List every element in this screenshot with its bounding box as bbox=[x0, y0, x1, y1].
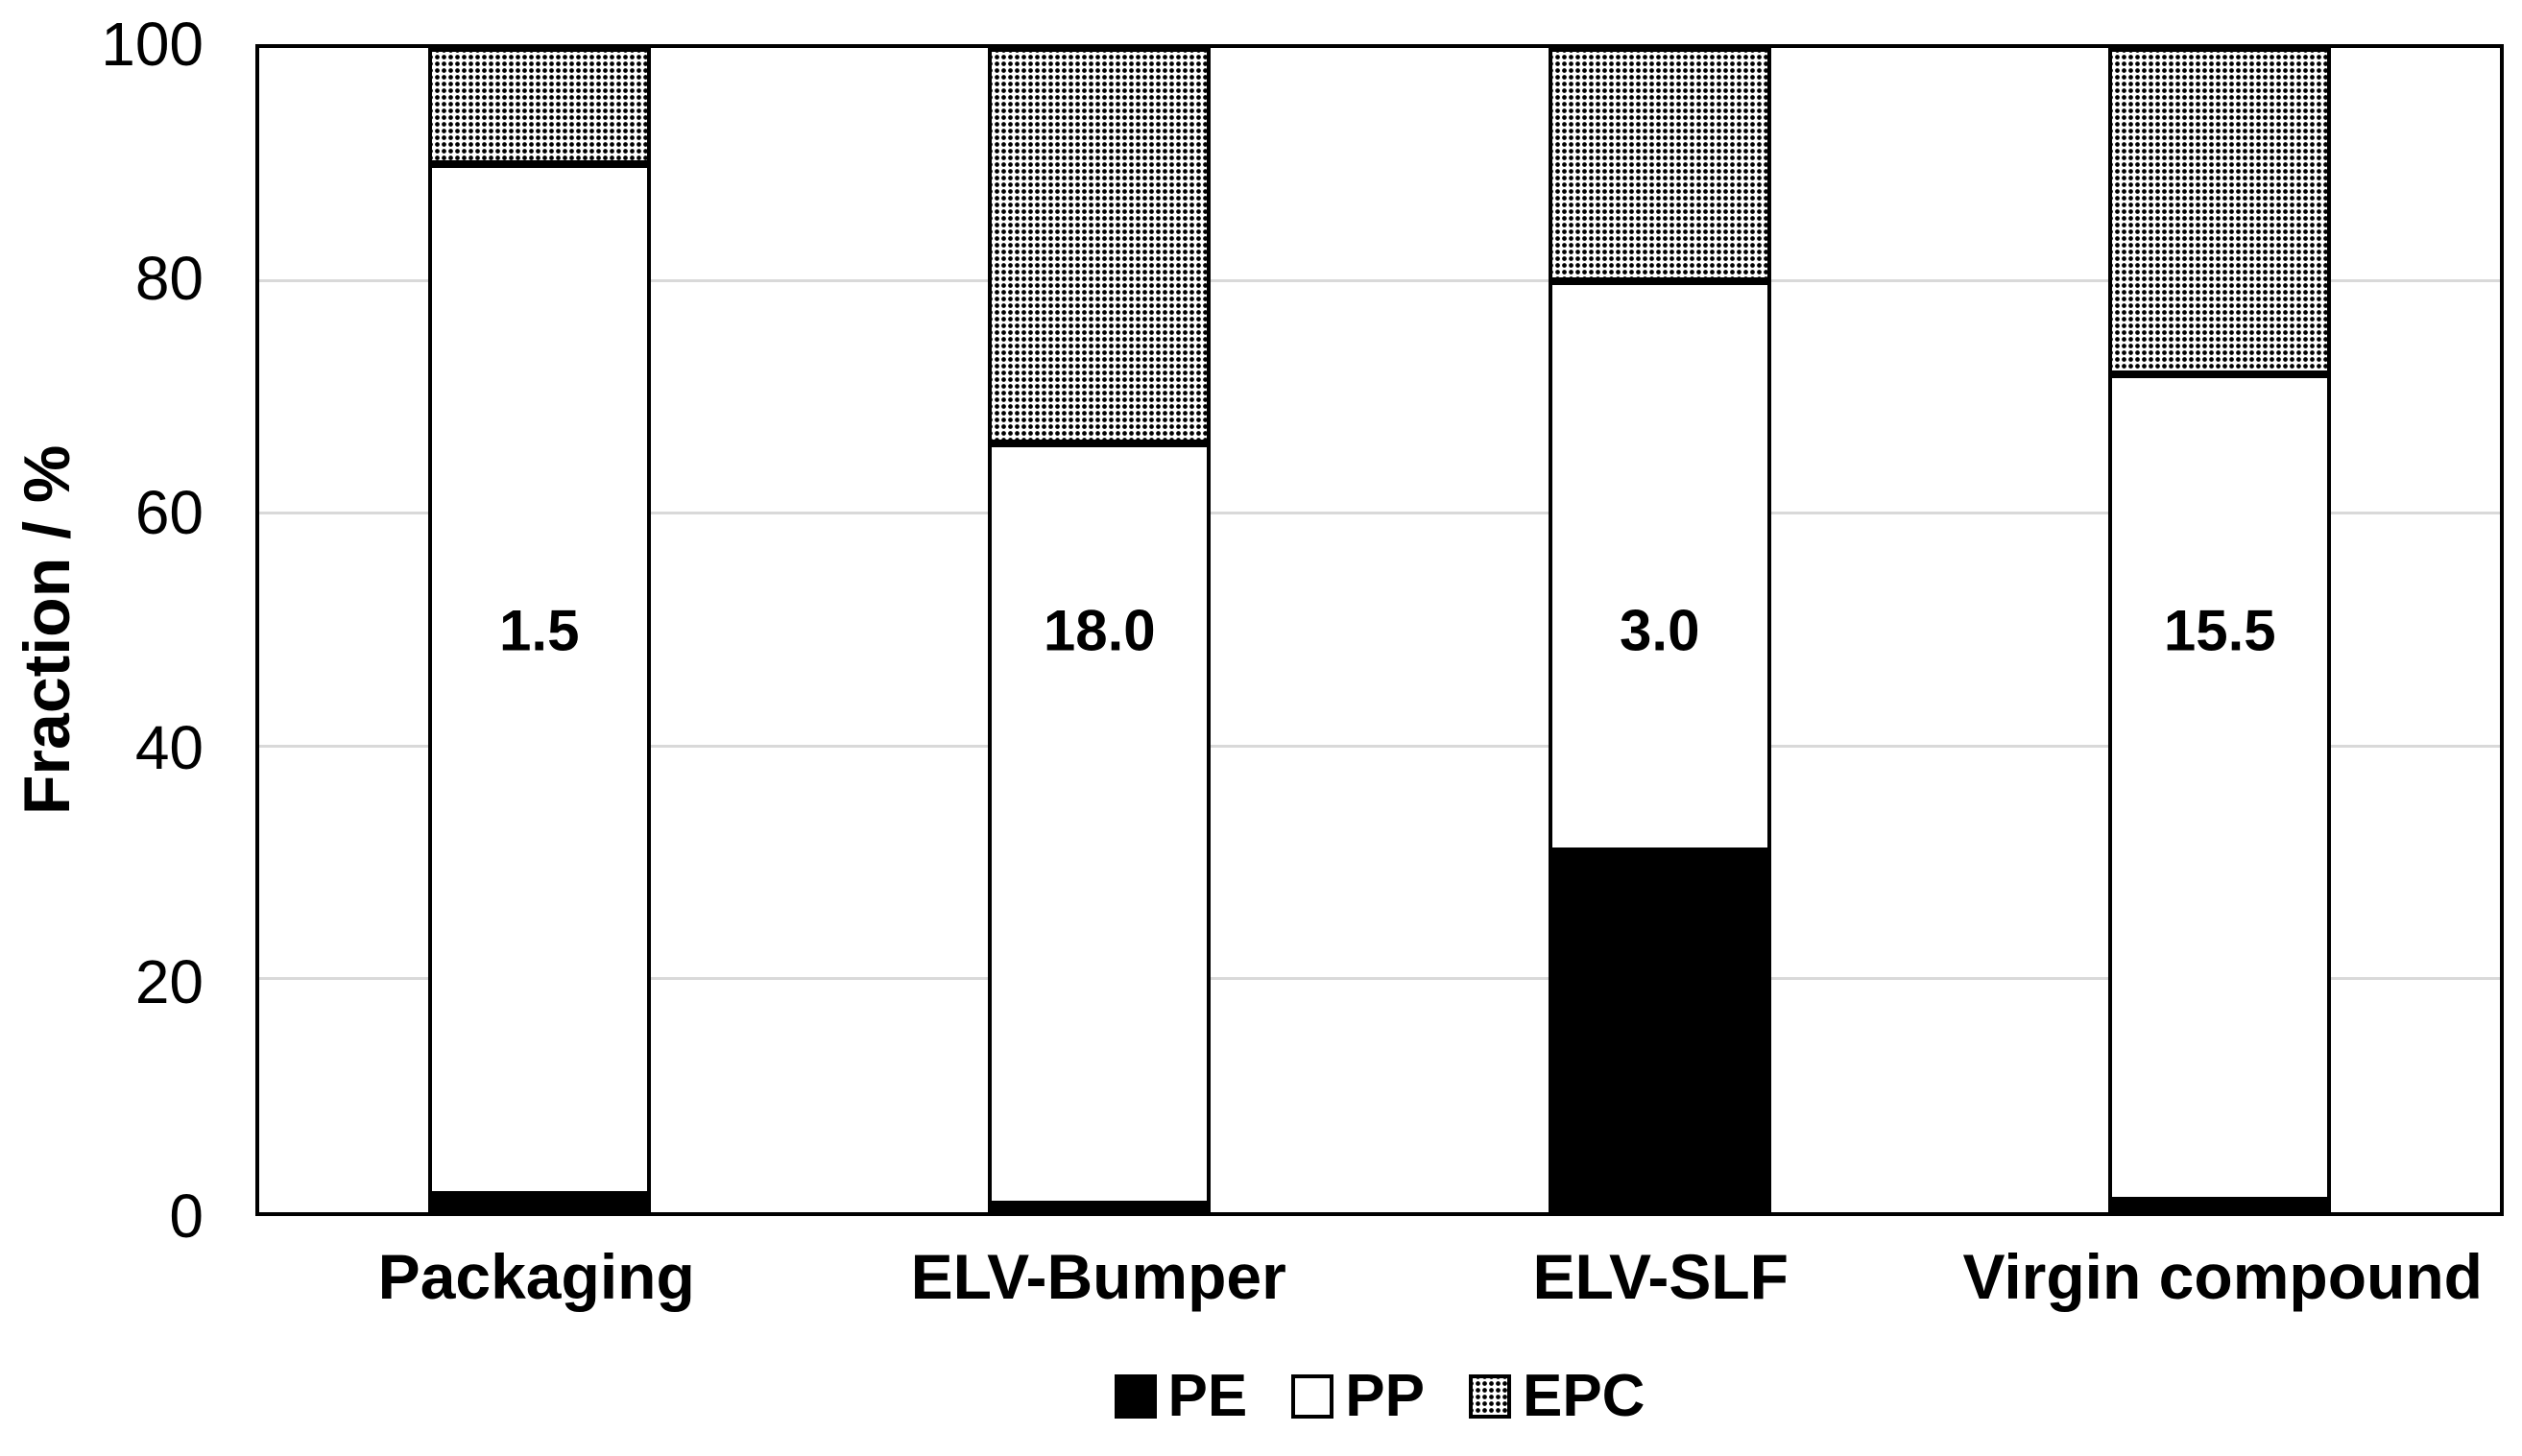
segment-epc bbox=[988, 48, 1212, 443]
legend-swatch-pp-icon bbox=[1291, 1374, 1334, 1419]
segment-epc bbox=[1548, 48, 1771, 281]
x-tick-label-1: ELV-Bumper bbox=[910, 1241, 1286, 1312]
x-tick-label-3: Virgin compound bbox=[1962, 1241, 2483, 1312]
bars-row: 1.5 18.0 3.0 15.5 bbox=[259, 48, 2500, 1212]
segment-pe bbox=[2108, 1200, 2332, 1212]
legend: PE PP EPC bbox=[255, 1367, 2504, 1426]
y-tick-label-100: 100 bbox=[101, 10, 204, 79]
gridline-40 bbox=[259, 744, 2500, 748]
gridline-60 bbox=[259, 512, 2500, 515]
segment-pp bbox=[427, 164, 651, 1195]
y-tick-label-0: 0 bbox=[169, 1182, 204, 1251]
bar-slot-1: 18.0 bbox=[820, 48, 1381, 1212]
segment-pp bbox=[988, 442, 1212, 1205]
segment-pe bbox=[427, 1194, 651, 1212]
y-tick-label-80: 80 bbox=[134, 244, 204, 314]
y-axis: 0 20 40 60 80 100 bbox=[0, 13, 204, 1247]
segment-pp bbox=[1548, 280, 1771, 851]
gridline-80 bbox=[259, 278, 2500, 282]
gridline-20 bbox=[259, 977, 2500, 981]
legend-item-epc: EPC bbox=[1468, 1363, 1645, 1429]
bar-elv-slf bbox=[1548, 48, 1771, 1212]
plot-area: 1.5 18.0 3.0 15.5 bbox=[255, 44, 2504, 1216]
segment-pp bbox=[2108, 373, 2332, 1201]
y-tick-label-20: 20 bbox=[134, 946, 204, 1016]
y-tick-label-40: 40 bbox=[134, 712, 204, 782]
segment-epc bbox=[427, 48, 651, 165]
y-tick-label-60: 60 bbox=[134, 478, 204, 548]
segment-pe bbox=[1548, 850, 1771, 1212]
legend-label-epc: EPC bbox=[1522, 1363, 1645, 1429]
bar-virgin-compound bbox=[2108, 48, 2332, 1212]
legend-item-pp: PP bbox=[1291, 1367, 1425, 1426]
segment-pe bbox=[988, 1205, 1212, 1212]
legend-swatch-epc-icon bbox=[1468, 1374, 1511, 1419]
x-tick-label-2: ELV-SLF bbox=[1532, 1241, 1789, 1312]
bar-slot-0: 1.5 bbox=[259, 48, 820, 1212]
bar-elv-bumper bbox=[988, 48, 1212, 1212]
legend-swatch-pe-icon bbox=[1114, 1374, 1157, 1419]
bar-packaging bbox=[427, 48, 651, 1212]
segment-epc bbox=[2108, 48, 2332, 374]
bar-slot-2: 3.0 bbox=[1380, 48, 1940, 1212]
legend-item-pe: PE bbox=[1114, 1363, 1248, 1429]
x-tick-label-0: Packaging bbox=[377, 1241, 695, 1312]
legend-label-pp: PP bbox=[1345, 1363, 1425, 1429]
bar-slot-3: 15.5 bbox=[1940, 48, 2501, 1212]
x-axis: Packaging ELV-Bumper ELV-SLF Virgin compoun… bbox=[255, 1240, 2504, 1313]
legend-label-pe: PE bbox=[1167, 1363, 1248, 1429]
